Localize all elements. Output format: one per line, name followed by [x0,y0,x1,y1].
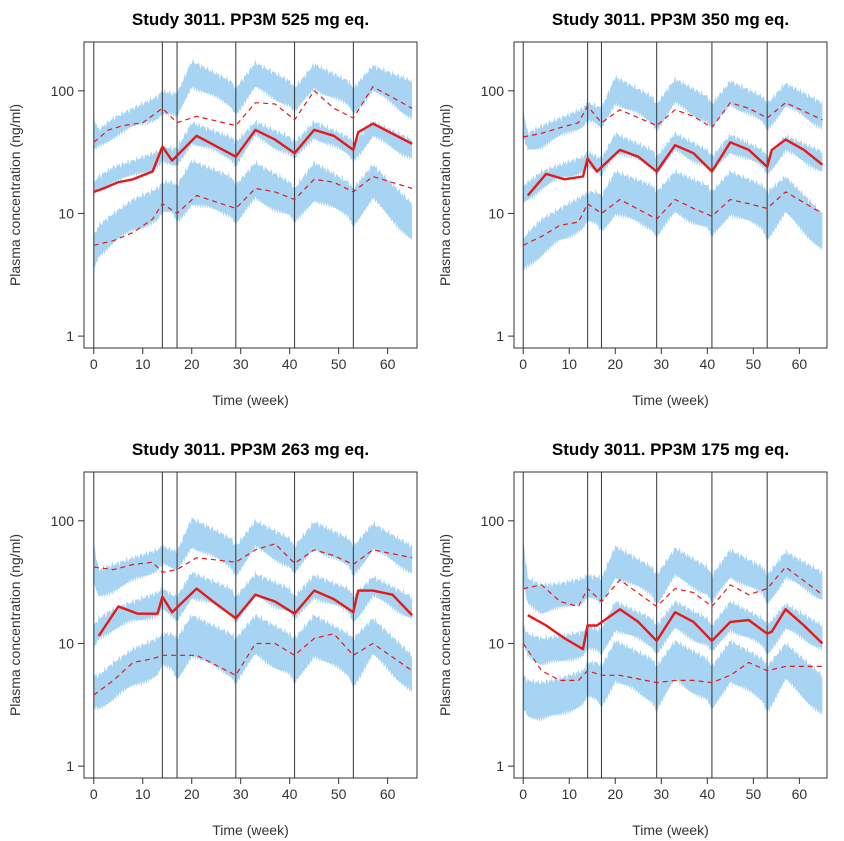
chart-title: Study 3011. PP3M 350 mg eq. [552,10,789,29]
x-tick-label: 30 [233,356,249,372]
plot-panel-1: Study 3011. PP3M 525 mg eq. 0 10 20 30 40 50 60… [7,10,418,408]
y-tick-label: 10 [58,635,74,651]
plot-frame [513,41,828,349]
series-observed-5th-percentile [93,633,413,696]
x-tick-label: 20 [607,786,623,802]
prediction-band-2 [93,570,413,650]
x-tick-label: 50 [746,786,762,802]
series-observed-95th-percentile [523,102,823,138]
y-axis-label: Plasma concentration (ng/ml) [7,534,23,716]
plot-panel-2: Study 3011. PP3M 350 mg eq. 0 10 20 30 40 50 60… [437,10,828,408]
plot-panel-4: Study 3011. PP3M 175 mg eq. 0 10 20 30 40 50 60… [437,440,828,838]
chart-title: Study 3011. PP3M 175 mg eq. [552,440,789,459]
x-tick-label: 0 [519,356,527,372]
series-observed-95th-percentile [93,543,413,573]
series-observed-median [93,122,413,194]
x-axis-label: Time (week) [632,392,709,408]
prediction-band-3 [523,539,823,615]
y-axis-label: Plasma concentration (ng/ml) [7,104,23,286]
x-tick-label: 20 [184,786,200,802]
series-observed-5th-percentile [522,643,823,684]
prediction-band-3 [93,58,413,153]
x-tick-label: 30 [654,786,670,802]
y-tick-label: 100 [481,83,505,99]
x-tick-label: 30 [233,786,249,802]
prediction-band-1 [93,613,413,711]
y-tick-label: 100 [481,513,505,529]
y-axis-label: Plasma concentration (ng/ml) [437,104,453,286]
plot-frame [83,41,418,349]
x-tick-label: 60 [380,786,396,802]
series-observed-median [526,138,824,197]
prediction-band-3 [93,517,413,597]
series-observed-5th-percentile [522,191,823,246]
x-tick-label: 0 [90,356,98,372]
x-axis-label: Time (week) [212,392,289,408]
y-tick-label: 1 [496,328,504,344]
plot-panel-3: Study 3011. PP3M 263 mg eq. 0 10 20 30 40 50 60… [7,440,418,838]
x-tick-label: 20 [607,356,623,372]
y-tick-label: 1 [496,758,504,774]
y-tick-label: 10 [58,205,74,221]
chart-title: Study 3011. PP3M 263 mg eq. [132,440,369,459]
x-tick-label: 50 [331,786,347,802]
x-axis-label: Time (week) [632,822,709,838]
prediction-band-1 [523,168,823,271]
y-axis-label: Plasma concentration (ng/ml) [437,534,453,716]
y-tick-label: 100 [51,83,75,99]
plot-frame [83,471,418,779]
x-tick-label: 40 [282,786,298,802]
series-observed-5th-percentile [93,175,413,246]
y-tick-label: 1 [66,328,74,344]
x-tick-label: 10 [561,356,577,372]
chart-title: Study 3011. PP3M 525 mg eq. [132,10,369,29]
x-tick-label: 20 [184,356,200,372]
x-tick-label: 0 [519,786,527,802]
x-tick-label: 50 [746,356,762,372]
x-tick-label: 60 [792,786,808,802]
plot-frame [513,471,828,779]
prediction-band-2 [523,599,823,667]
series-observed-95th-percentile [93,86,413,143]
x-tick-label: 40 [700,786,716,802]
series-observed-median [527,608,824,651]
x-tick-label: 10 [135,786,151,802]
x-tick-label: 40 [282,356,298,372]
y-tick-label: 10 [488,205,504,221]
x-tick-label: 40 [700,356,716,372]
x-tick-label: 10 [135,356,151,372]
x-tick-label: 60 [792,356,808,372]
prediction-band-2 [93,119,413,196]
x-axis-label: Time (week) [212,822,289,838]
y-tick-label: 100 [51,513,75,529]
series-observed-median [97,587,413,637]
y-tick-label: 10 [488,635,504,651]
x-tick-label: 30 [654,356,670,372]
prediction-band-1 [93,158,413,270]
y-tick-label: 1 [66,758,74,774]
x-tick-label: 10 [561,786,577,802]
x-tick-label: 0 [90,786,98,802]
x-tick-label: 60 [380,356,396,372]
prediction-band-3 [523,74,823,152]
x-tick-label: 50 [331,356,347,372]
